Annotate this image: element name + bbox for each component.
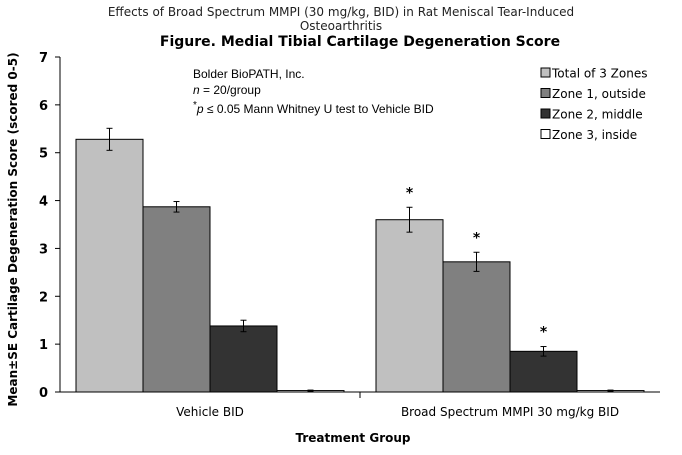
x-category-label: Vehicle BID xyxy=(176,405,244,419)
significance-marker: * xyxy=(406,185,414,201)
note-source: Bolder BioPATH, Inc. xyxy=(193,67,305,81)
y-tick-label: 2 xyxy=(39,290,48,305)
bar xyxy=(75,138,144,393)
note-significance: *p ≤ 0.05 Mann Whitney U test to Vehicle… xyxy=(193,98,434,117)
chart-supertitle-line1: Effects of Broad Spectrum MMPI (30 mg/kg… xyxy=(107,5,575,19)
note-star: * xyxy=(193,100,197,111)
legend-label: Zone 1, outside xyxy=(552,87,646,101)
bar xyxy=(509,350,578,393)
y-axis-label: Mean±SE Cartilage Degeneration Score (sc… xyxy=(6,52,20,406)
note-sample-size: n = 20/group xyxy=(193,82,434,98)
note-p-text: ≤ 0.05 Mann Whitney U test to Vehicle BI… xyxy=(203,102,434,116)
y-tick-label: 7 xyxy=(39,51,48,66)
y-tick-label: 4 xyxy=(39,195,48,210)
bar xyxy=(209,325,278,393)
legend-swatch xyxy=(540,67,551,78)
legend-label: Zone 3, inside xyxy=(552,128,637,142)
y-tick-label: 3 xyxy=(39,242,48,257)
y-tick-label: 6 xyxy=(39,99,48,114)
chart-notes: Bolder BioPATH, Inc. n = 20/group *p ≤ 0… xyxy=(193,66,434,117)
x-category-label: Broad Spectrum MMPI 30 mg/kg BID xyxy=(401,405,619,419)
significance-marker: * xyxy=(540,325,548,341)
legend-swatch xyxy=(540,108,551,119)
chart-title: Figure. Medial Tibial Cartilage Degenera… xyxy=(159,34,561,50)
legend-swatch xyxy=(540,129,551,139)
note-p-symbol: p xyxy=(196,102,204,116)
legend-label: Zone 2, middle xyxy=(552,108,643,122)
bar xyxy=(442,261,511,393)
y-tick-label: 0 xyxy=(39,386,48,401)
y-tick-label: 1 xyxy=(39,338,48,353)
x-axis-label: Treatment Group xyxy=(295,431,410,445)
y-tick-label: 5 xyxy=(39,147,48,162)
legend-label: Total of 3 Zones xyxy=(551,67,647,81)
bar xyxy=(142,206,211,393)
chart-supertitle-line2: Osteoarthritis xyxy=(299,19,383,33)
bar xyxy=(375,219,444,393)
significance-marker: * xyxy=(473,230,481,246)
legend-swatch xyxy=(540,88,551,98)
note-n-text: = 20/group xyxy=(199,83,261,97)
chart-supertitle: Effects of Broad Spectrum MMPI (30 mg/kg… xyxy=(90,5,592,33)
note-n-symbol: n xyxy=(193,83,200,97)
